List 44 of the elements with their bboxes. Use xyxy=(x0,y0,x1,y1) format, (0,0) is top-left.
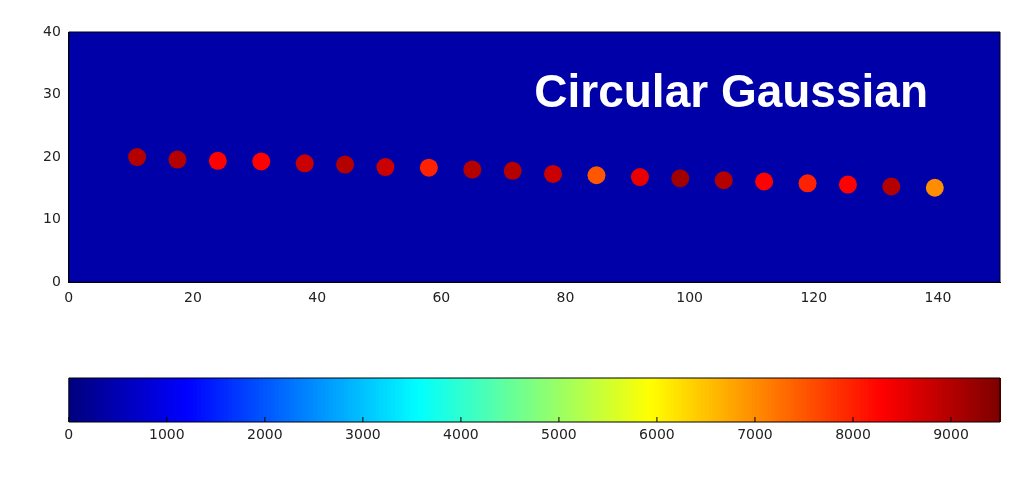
point xyxy=(168,150,187,169)
x-tick-label: 100 xyxy=(676,289,703,306)
point xyxy=(376,158,395,177)
color-bar-label: 0 xyxy=(64,425,74,442)
x-tick-label: 140 xyxy=(924,289,952,306)
point xyxy=(798,174,817,193)
y-tick-label: 20 xyxy=(42,147,61,164)
y-tick-label: 0 xyxy=(51,272,61,289)
point xyxy=(838,175,857,194)
color-bar-label: 8000 xyxy=(835,425,871,442)
point xyxy=(252,152,271,171)
color-bar-label: 4000 xyxy=(443,425,479,442)
color-bar-label: 5000 xyxy=(541,425,577,442)
point xyxy=(925,178,944,197)
point xyxy=(544,164,563,183)
color-bar-label: 1000 xyxy=(149,425,185,442)
x-tick-label: 80 xyxy=(556,289,575,306)
x-tick-label: 40 xyxy=(308,289,327,306)
point xyxy=(630,168,649,187)
text: Circular Gaussian xyxy=(534,65,928,117)
x-tick-label: 20 xyxy=(184,289,202,306)
point xyxy=(755,172,774,191)
color-bar-label: 7000 xyxy=(737,425,773,442)
point xyxy=(463,160,482,179)
point xyxy=(336,155,355,174)
color-bar-label: 6000 xyxy=(639,425,675,442)
point xyxy=(419,158,438,177)
x-tick-label: 0 xyxy=(64,289,74,306)
color-bar-label: 3000 xyxy=(345,425,381,442)
point xyxy=(295,154,314,173)
y-tick-label: 40 xyxy=(42,22,61,39)
x-tick-label: 120 xyxy=(800,289,828,306)
point xyxy=(503,161,522,180)
point xyxy=(714,171,733,190)
color-bar-label: 2000 xyxy=(247,425,283,442)
x-tick-label: 60 xyxy=(432,289,451,306)
point xyxy=(882,177,901,196)
point xyxy=(128,148,147,167)
y-tick-label: 30 xyxy=(42,85,61,102)
color-bar-label: 9000 xyxy=(933,425,969,442)
point xyxy=(587,166,606,185)
point xyxy=(671,169,690,188)
point xyxy=(208,151,227,170)
y-tick-label: 10 xyxy=(42,210,61,227)
